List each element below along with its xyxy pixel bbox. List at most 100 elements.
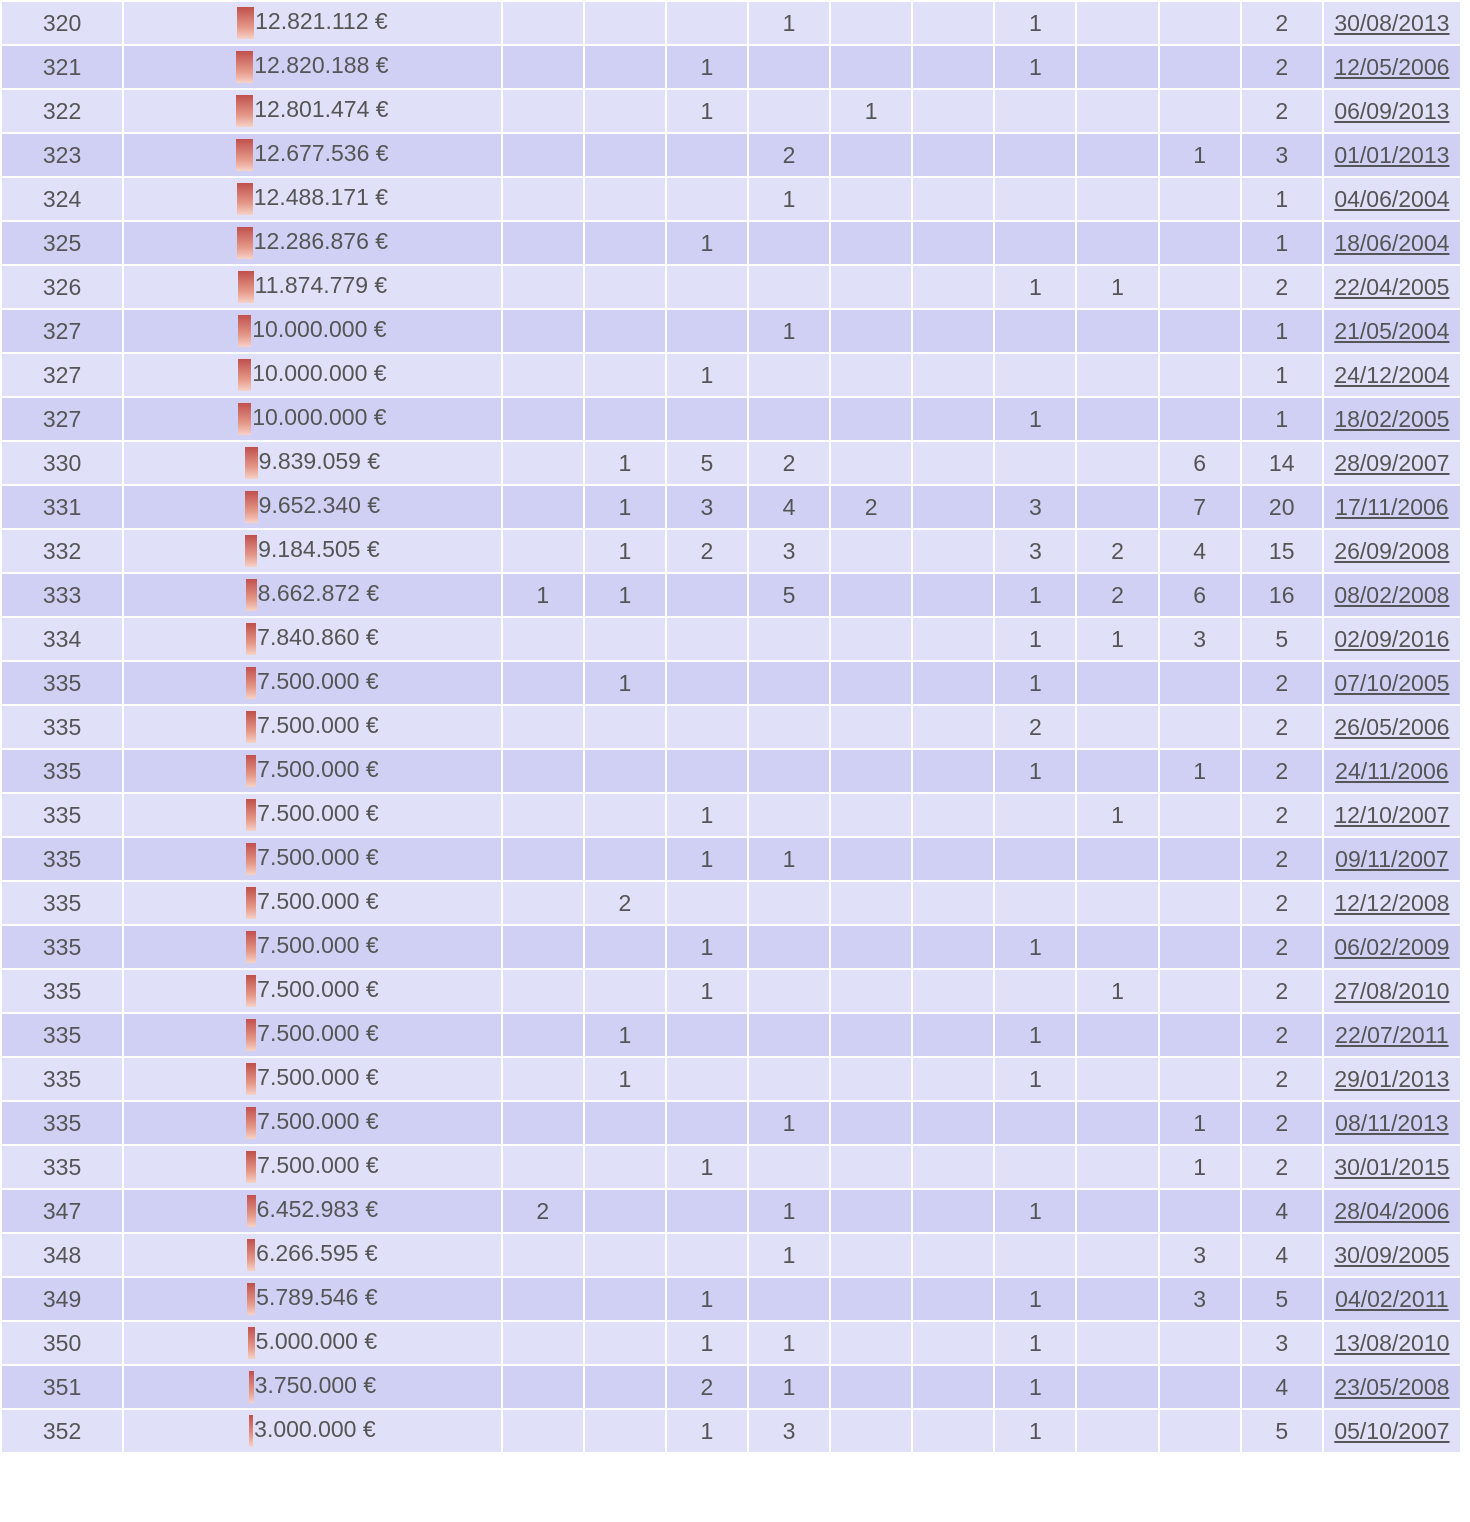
count-cell xyxy=(502,1278,583,1320)
date-link[interactable]: 08/02/2008 xyxy=(1334,581,1450,608)
date-cell: 08/02/2008 xyxy=(1323,574,1460,616)
date-link[interactable]: 26/05/2006 xyxy=(1334,713,1450,740)
count-cell xyxy=(1077,706,1158,748)
date-link[interactable]: 06/09/2013 xyxy=(1334,97,1450,124)
total-count-cell: 4 xyxy=(1241,1234,1322,1276)
count-cell xyxy=(584,266,665,308)
amount-bar xyxy=(236,95,254,127)
amount-bar xyxy=(245,579,257,611)
date-cell: 06/02/2009 xyxy=(1323,926,1460,968)
count-cell xyxy=(1077,662,1158,704)
count-cell xyxy=(666,310,747,352)
table-row: 321 12.820.188 € 1 1 2 12/05/2006 xyxy=(2,46,1460,88)
table-row: 351 3.750.000 €2 1 1 4 23/05/2008 xyxy=(2,1366,1460,1408)
date-link[interactable]: 18/06/2004 xyxy=(1334,229,1450,256)
date-link[interactable]: 24/12/2004 xyxy=(1334,361,1450,388)
date-link[interactable]: 30/08/2013 xyxy=(1334,9,1450,36)
rank-cell: 323 xyxy=(2,134,123,176)
count-cell xyxy=(913,46,994,88)
count-cell: 4 xyxy=(1159,530,1240,572)
amount-bar xyxy=(246,887,257,919)
count-cell xyxy=(831,1014,912,1056)
amount-cell: 7.500.000 € xyxy=(124,926,501,968)
rank-cell: 335 xyxy=(2,926,123,968)
count-cell xyxy=(1077,1278,1158,1320)
date-link[interactable]: 28/09/2007 xyxy=(1334,449,1450,476)
count-cell xyxy=(913,442,994,484)
count-cell xyxy=(913,1014,994,1056)
table-row: 335 7.500.000 € 1 1 2 29/01/2013 xyxy=(2,1058,1460,1100)
date-link[interactable]: 09/11/2007 xyxy=(1335,845,1449,872)
amount-cell: 7.500.000 € xyxy=(124,970,501,1012)
count-cell: 6 xyxy=(1159,574,1240,616)
amount-bar xyxy=(244,491,258,523)
count-cell xyxy=(831,1146,912,1188)
date-link[interactable]: 08/11/2013 xyxy=(1335,1109,1449,1136)
count-cell xyxy=(831,530,912,572)
amount-value: 3.000.000 € xyxy=(254,1416,376,1443)
count-cell xyxy=(502,794,583,836)
date-link[interactable]: 18/02/2005 xyxy=(1334,405,1450,432)
count-cell xyxy=(1077,750,1158,792)
date-link[interactable]: 22/07/2011 xyxy=(1335,1021,1449,1048)
date-link[interactable]: 12/12/2008 xyxy=(1334,889,1450,916)
count-cell xyxy=(1077,178,1158,220)
table-row: 335 7.500.000 € 1 1 2 09/11/2007 xyxy=(2,838,1460,880)
count-cell xyxy=(913,662,994,704)
date-link[interactable]: 02/09/2016 xyxy=(1334,625,1450,652)
date-link[interactable]: 21/05/2004 xyxy=(1334,317,1450,344)
amount-cell: 12.820.188 € xyxy=(124,46,501,88)
count-cell xyxy=(502,838,583,880)
table-row: 330 9.839.059 € 1 5 2 6 14 28/09/2007 xyxy=(2,442,1460,484)
amount-value: 12.820.188 € xyxy=(254,52,389,79)
count-cell: 1 xyxy=(995,1014,1076,1056)
count-cell xyxy=(995,310,1076,352)
count-cell xyxy=(831,398,912,440)
date-link[interactable]: 23/05/2008 xyxy=(1334,1373,1450,1400)
date-link[interactable]: 04/06/2004 xyxy=(1334,185,1450,212)
count-cell xyxy=(584,2,665,44)
date-link[interactable]: 13/08/2010 xyxy=(1334,1329,1450,1356)
date-link[interactable]: 17/11/2006 xyxy=(1335,493,1449,520)
count-cell xyxy=(913,310,994,352)
count-cell: 3 xyxy=(749,530,830,572)
date-link[interactable]: 30/09/2005 xyxy=(1334,1241,1450,1268)
rank-cell: 324 xyxy=(2,178,123,220)
date-link[interactable]: 26/09/2008 xyxy=(1334,537,1450,564)
date-link[interactable]: 06/02/2009 xyxy=(1334,933,1450,960)
count-cell xyxy=(831,134,912,176)
rank-cell: 320 xyxy=(2,2,123,44)
count-cell xyxy=(749,90,830,132)
count-cell: 1 xyxy=(749,1190,830,1232)
total-count-cell: 15 xyxy=(1241,530,1322,572)
date-link[interactable]: 12/05/2006 xyxy=(1334,53,1450,80)
date-link[interactable]: 27/08/2010 xyxy=(1334,977,1450,1004)
date-link[interactable]: 12/10/2007 xyxy=(1334,801,1450,828)
date-link[interactable]: 30/01/2015 xyxy=(1334,1153,1450,1180)
count-cell xyxy=(1159,2,1240,44)
date-link[interactable]: 28/04/2006 xyxy=(1334,1197,1450,1224)
count-cell xyxy=(666,266,747,308)
count-cell xyxy=(1159,1366,1240,1408)
total-count-cell: 16 xyxy=(1241,574,1322,616)
count-cell xyxy=(502,2,583,44)
count-cell xyxy=(831,1058,912,1100)
date-link[interactable]: 01/01/2013 xyxy=(1334,141,1450,168)
table-row: 352 3.000.000 €1 3 1 5 05/10/2007 xyxy=(2,1410,1460,1452)
count-cell: 1 xyxy=(749,1366,830,1408)
count-cell: 1 xyxy=(666,794,747,836)
date-link[interactable]: 22/04/2005 xyxy=(1334,273,1450,300)
count-cell xyxy=(913,1058,994,1100)
date-link[interactable]: 29/01/2013 xyxy=(1334,1065,1450,1092)
count-cell: 1 xyxy=(584,574,665,616)
total-count-cell: 3 xyxy=(1241,134,1322,176)
ranking-table: 320 12.821.112 €1 1 2 30/08/2013 321 12.820.18… xyxy=(2,2,1460,1452)
date-link[interactable]: 05/10/2007 xyxy=(1334,1417,1450,1444)
date-link[interactable]: 07/10/2005 xyxy=(1334,669,1450,696)
count-cell xyxy=(666,574,747,616)
date-link[interactable]: 04/02/2011 xyxy=(1335,1285,1449,1312)
count-cell: 5 xyxy=(666,442,747,484)
date-cell: 04/06/2004 xyxy=(1323,178,1460,220)
date-link[interactable]: 24/11/2006 xyxy=(1335,757,1449,784)
total-count-cell: 5 xyxy=(1241,618,1322,660)
